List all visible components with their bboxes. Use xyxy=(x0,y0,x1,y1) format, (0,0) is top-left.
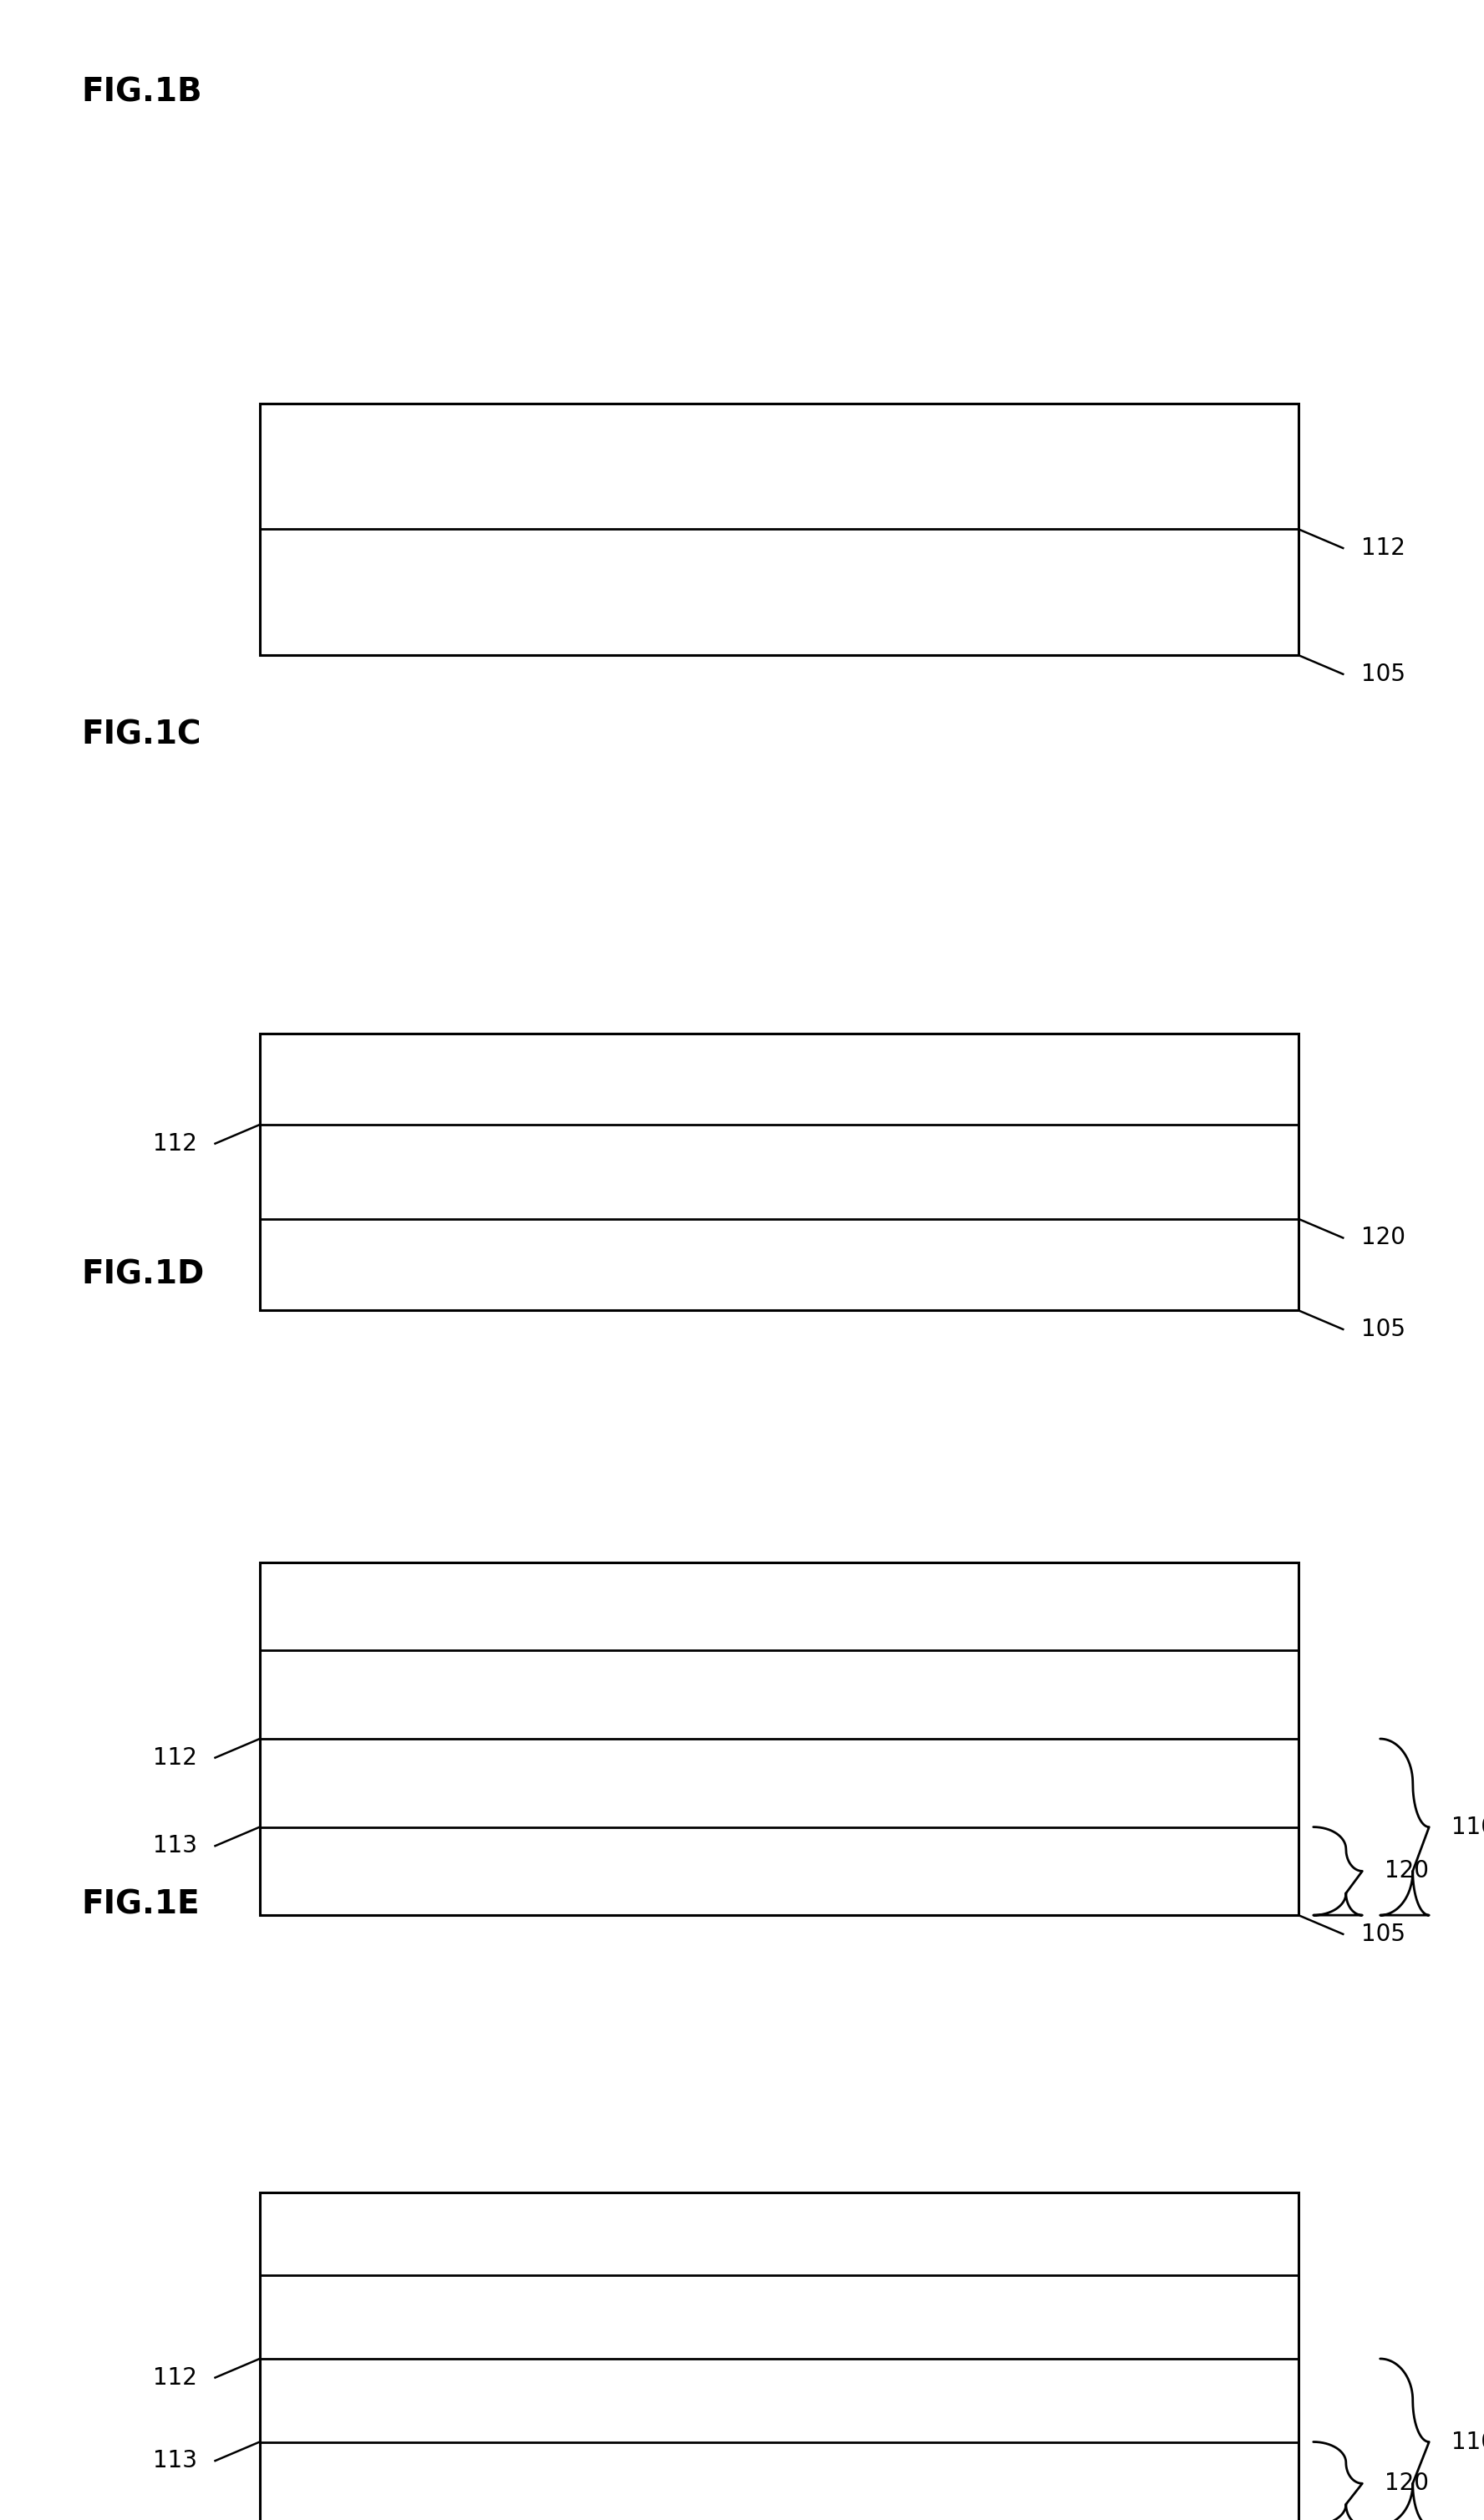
Text: 112: 112 xyxy=(153,1131,197,1154)
Text: FIG.1B: FIG.1B xyxy=(82,76,202,108)
Text: FIG.1C: FIG.1C xyxy=(82,718,202,751)
Text: 105: 105 xyxy=(1361,1318,1405,1341)
Bar xyxy=(260,1562,1298,1915)
Bar xyxy=(260,1033,1298,1310)
Text: 110: 110 xyxy=(1451,2429,1484,2454)
Text: 113: 113 xyxy=(153,2449,197,2472)
Text: 110: 110 xyxy=(1451,1814,1484,1840)
Text: 105: 105 xyxy=(1361,1923,1405,1945)
Text: 105: 105 xyxy=(1361,663,1405,685)
Text: FIG.1E: FIG.1E xyxy=(82,1887,200,1920)
Bar xyxy=(260,403,1298,655)
Text: 120: 120 xyxy=(1385,2472,1429,2495)
Text: 120: 120 xyxy=(1385,1860,1429,1882)
Bar xyxy=(260,2192,1298,2520)
Text: 112: 112 xyxy=(153,1746,197,1769)
Text: 113: 113 xyxy=(153,1835,197,1857)
Text: FIG.1D: FIG.1D xyxy=(82,1257,205,1290)
Text: 112: 112 xyxy=(1361,537,1405,559)
Text: 120: 120 xyxy=(1361,1227,1405,1250)
Text: 112: 112 xyxy=(153,2366,197,2389)
